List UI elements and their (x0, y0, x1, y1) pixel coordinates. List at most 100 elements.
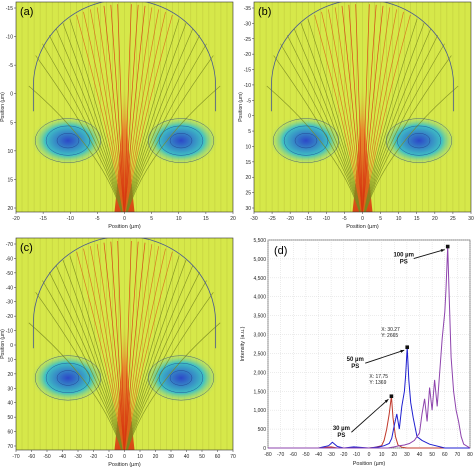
x-tick-label: 20 (432, 216, 438, 222)
y-tick-label: -40 (6, 285, 13, 291)
y-tick-label: 2,000 (253, 370, 266, 376)
panel-a: (a) -20 -15 -10 -5 0 5 10 15 20 Position (µm) -15 -1… (0, 0, 236, 232)
datatip-x: X: 17.75 (369, 374, 388, 380)
y-tick-label: 2,500 (253, 351, 266, 357)
annotation-label: PS (351, 364, 359, 370)
y-axis-label: Position (µm) (238, 92, 244, 122)
y-tick-label: 10 (7, 357, 13, 363)
x-tick-label: 20 (153, 454, 159, 460)
x-tick-label: 30 (404, 452, 410, 458)
flow-field-plot-a: (a) -20 -15 -10 -5 0 5 10 15 20 Position (µm) -15 -1… (0, 1, 236, 230)
panel-c: (c) -70 -60 -50 -40 -30 -20 -10 0 10 20 30 40 50 60 70 P… (0, 236, 236, 470)
flow-field-plot-c: (c) -70 -60 -50 -40 -30 -20 -10 0 10 20 30 40 50 60 70 P… (0, 237, 236, 468)
x-tick-label: -40 (315, 452, 322, 458)
x-tick-label: -5 (95, 216, 100, 222)
y-tick-label: -5 (247, 98, 252, 104)
datatip-marker (389, 394, 394, 399)
x-tick-label: -50 (43, 454, 50, 460)
y-tick-label: 25 (245, 191, 251, 197)
x-tick-label: 10 (137, 454, 143, 460)
y-tick-label: 20 (7, 372, 13, 378)
annotation-label: PS (337, 433, 345, 439)
x-tick-label: -20 (12, 216, 19, 222)
y-tick-label: 5,500 (253, 238, 266, 244)
x-tick-label: 80 (467, 452, 473, 458)
datatip-y: Y: 2665 (381, 333, 398, 339)
annotation-arrow (351, 398, 389, 433)
y-tick-label: 30 (245, 206, 251, 212)
x-tick-label: -5 (342, 216, 347, 222)
x-tick-label: 10 (379, 452, 385, 458)
datatip-y: Y: 1369 (369, 380, 386, 386)
panel-b: (b) -30 -25 -20 -15 -10 -5 0 5 10 15 20 25 30 Position… (238, 0, 474, 232)
y-tick-label: -35 (244, 6, 251, 12)
x-tick-label: 50 (429, 452, 435, 458)
y-tick-label: 3,000 (253, 333, 266, 339)
x-tick-label: 30 (468, 216, 474, 222)
jet-region (114, 312, 135, 450)
y-tick-label: -5 (9, 63, 14, 69)
x-tick-label: -10 (323, 216, 330, 222)
jet-region (114, 75, 135, 212)
x-axis-label: Position (µm) (108, 462, 141, 468)
x-tick-label: 70 (230, 454, 236, 460)
y-tick-label: 500 (258, 427, 267, 433)
vortex-region (380, 115, 458, 166)
y-tick-label: -10 (6, 329, 13, 335)
annotation-label: PS (400, 260, 408, 266)
x-tick-label: -80 (264, 452, 271, 458)
x-tick-label: -60 (290, 452, 297, 458)
y-axis-label: Position (µm) (0, 92, 6, 122)
y-tick-label: -30 (6, 300, 13, 306)
y-tick-label: 0 (10, 92, 13, 98)
x-tick-label: -60 (28, 454, 35, 460)
x-axis-label: Position (µm) (346, 224, 379, 230)
x-tick-label: -10 (105, 454, 112, 460)
series-line-2 (268, 347, 470, 449)
datatip-marker (445, 244, 450, 249)
x-tick-label: -20 (90, 454, 97, 460)
y-tick-label: 5 (248, 129, 251, 135)
droplet-outline (270, 2, 455, 112)
y-tick-label: 4,000 (253, 295, 266, 301)
arrow-head (384, 399, 389, 403)
x-tick-label: -10 (67, 216, 74, 222)
annotation-arrow (365, 349, 405, 364)
x-tick-label: 10 (176, 216, 182, 222)
y-tick-label: 0 (263, 446, 266, 452)
x-tick-label: 60 (215, 454, 221, 460)
x-tick-label: 0 (368, 452, 371, 458)
x-tick-label: 60 (442, 452, 448, 458)
panel-label: (a) (20, 6, 33, 18)
x-tick-label: 30 (168, 454, 174, 460)
y-tick-label: -15 (244, 68, 251, 74)
x-tick-label: -15 (40, 216, 47, 222)
series-line-3 (268, 246, 471, 449)
vortex-region (29, 352, 107, 404)
panel-label: (b) (258, 6, 271, 18)
y-tick-label: -10 (244, 83, 251, 89)
arrow-head (440, 249, 445, 253)
y-tick-label: 5 (10, 120, 13, 126)
y-axis-label: Intensity (a.u.) (240, 326, 246, 361)
y-tick-label: 15 (245, 160, 251, 166)
x-tick-label: 0 (123, 454, 126, 460)
x-tick-label: -15 (305, 216, 312, 222)
panel-label: (c) (20, 242, 33, 254)
y-tick-label: -20 (6, 314, 13, 320)
x-tick-label: -30 (74, 454, 81, 460)
droplet-outline (32, 238, 217, 349)
x-tick-label: 70 (455, 452, 461, 458)
x-tick-label: -70 (12, 454, 19, 460)
datatip-x: X: 30.27 (381, 327, 400, 333)
y-tick-label: 1,500 (253, 389, 266, 395)
annotation-label: 50 µm (347, 357, 364, 363)
x-tick-label: 20 (391, 452, 397, 458)
vortex-region (29, 115, 107, 166)
annotation-label: 100 µm (393, 253, 413, 259)
y-tick-label: 3,500 (253, 314, 266, 320)
y-tick-label: 15 (7, 177, 13, 183)
x-tick-label: -25 (268, 216, 275, 222)
x-tick-label: -70 (277, 452, 284, 458)
x-tick-label: -30 (328, 452, 335, 458)
